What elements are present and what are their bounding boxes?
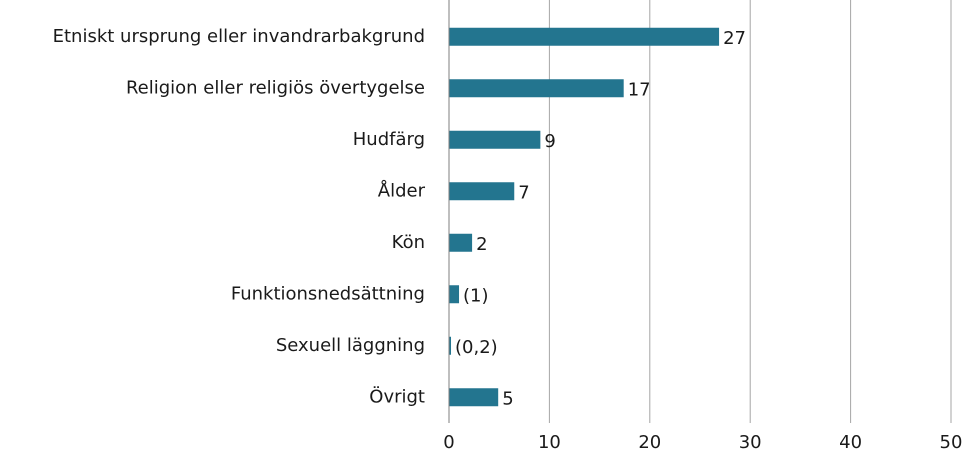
- y-tick-label: Etniskt ursprung eller invandrarbakgrund: [53, 26, 425, 47]
- value-label: (0,2): [455, 337, 498, 358]
- y-tick-label: Religion eller religiös övertygelse: [126, 77, 425, 98]
- bar: [449, 388, 499, 407]
- y-tick-label: Hudfärg: [353, 129, 425, 150]
- y-tick-label: Övrigt: [369, 385, 425, 407]
- value-label: 5: [502, 388, 513, 409]
- x-tick-label: 40: [839, 432, 862, 452]
- x-tick-label: 20: [638, 432, 661, 452]
- bar: [449, 285, 460, 304]
- value-label: 17: [628, 79, 651, 100]
- bar: [449, 336, 452, 355]
- value-label: 9: [544, 131, 555, 152]
- x-tick-label: 50: [940, 432, 963, 452]
- y-tick-label: Sexuell läggning: [276, 335, 425, 356]
- bar: [449, 233, 473, 252]
- bar: [449, 130, 541, 149]
- bar: [449, 27, 720, 46]
- y-tick-label: Ålder: [378, 179, 426, 201]
- value-label: 7: [518, 182, 529, 203]
- y-tick-label: Funktionsnedsättning: [231, 283, 425, 304]
- bar: [449, 79, 624, 98]
- x-tick-label: 10: [538, 432, 561, 452]
- bar: [449, 182, 515, 201]
- value-label: 27: [723, 28, 746, 49]
- x-tick-label: 0: [443, 432, 454, 452]
- x-tick-label: 30: [739, 432, 762, 452]
- y-tick-label: Kön: [392, 232, 425, 253]
- value-label: (1): [463, 285, 489, 306]
- value-label: 2: [476, 234, 487, 255]
